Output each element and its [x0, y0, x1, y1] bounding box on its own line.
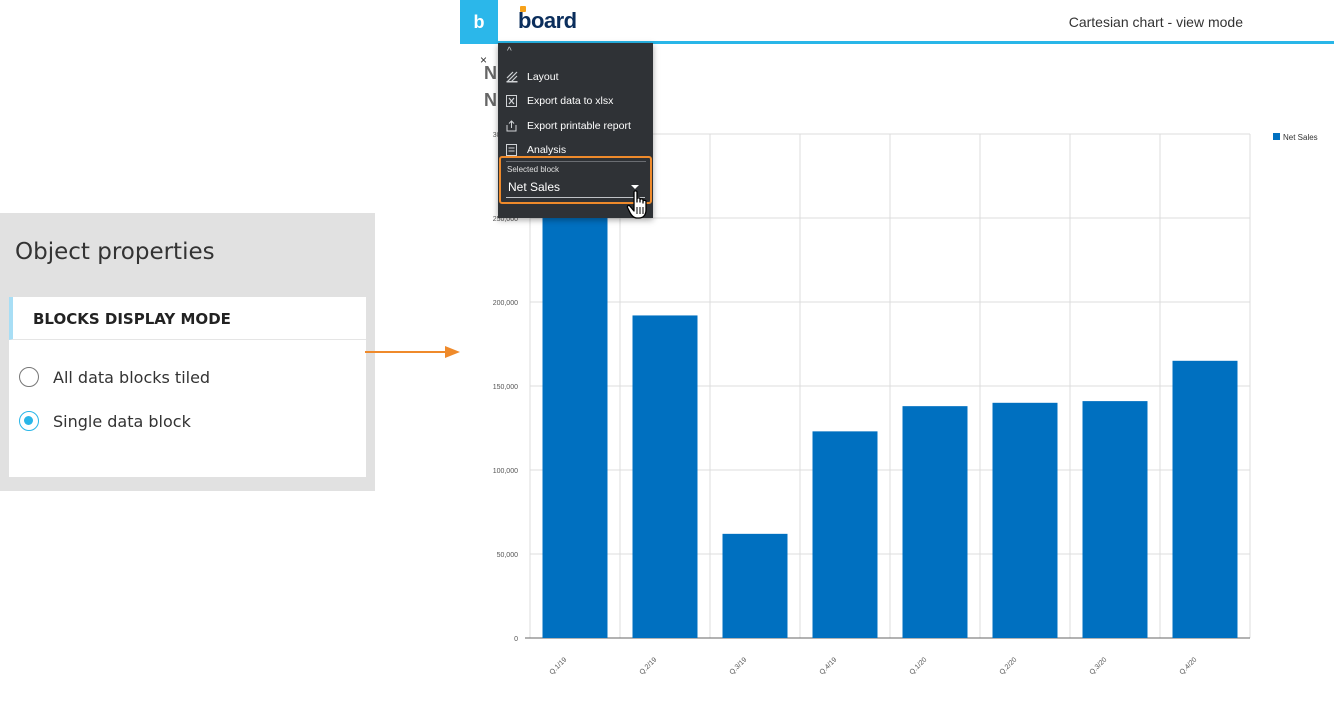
selected-block-label: Selected block: [507, 165, 560, 174]
analysis-icon: [505, 143, 518, 156]
menu-item-layout[interactable]: Layout: [505, 70, 559, 83]
object-properties-panel: Object properties BLOCKS DISPLAY MODE Al…: [0, 213, 375, 491]
menu-item-export-xlsx[interactable]: Export data to xlsx: [505, 94, 613, 107]
blocks-display-mode-card: BLOCKS DISPLAY MODE All data blocks tile…: [9, 297, 366, 477]
legend-swatch: [1273, 133, 1280, 140]
collapse-caret-icon[interactable]: ^: [507, 46, 512, 57]
y-tick-label: 50,000: [497, 552, 519, 559]
x-tick-label: Q.1/19: [549, 656, 569, 676]
option-label: Single data block: [53, 411, 191, 431]
selected-block-dropdown[interactable]: Net Sales: [506, 177, 645, 198]
option-single-data-block[interactable]: Single data block: [19, 411, 191, 431]
radio-unchecked[interactable]: [19, 367, 39, 387]
y-tick-label: 0: [514, 636, 518, 643]
bar: [1082, 401, 1148, 638]
bar: [902, 406, 968, 638]
menu-item-label: Export data to xlsx: [527, 94, 614, 107]
bar-chart: 050,000100,000150,000200,000250,000300,0…: [493, 132, 1318, 676]
layout-icon: [505, 70, 518, 83]
logo: b: [460, 0, 498, 44]
section-header: BLOCKS DISPLAY MODE: [9, 297, 366, 340]
bar: [812, 431, 878, 638]
share-icon: [505, 119, 518, 132]
bar: [542, 134, 608, 638]
selected-block-highlight: Selected block Net Sales: [499, 156, 652, 204]
x-tick-label: Q.3/19: [729, 656, 749, 676]
x-tick-label: Q.4/19: [819, 656, 839, 676]
menu-item-export-printable-report[interactable]: Export printable report: [505, 119, 631, 132]
x-tick-label: Q.1/20: [909, 656, 929, 676]
option-all-data-blocks-tiled[interactable]: All data blocks tiled: [19, 367, 210, 387]
selected-block-value: Net Sales: [508, 180, 561, 194]
context-menu: ^ Layout Export data to xlsx Export prin…: [498, 43, 653, 218]
x-tick-label: Q.3/20: [1089, 656, 1109, 676]
y-tick-label: 150,000: [493, 384, 518, 391]
hand-cursor-icon: [626, 190, 647, 219]
option-label: All data blocks tiled: [53, 367, 211, 387]
app-header: b board Cartesian chart - view mode: [460, 0, 1334, 44]
bar: [1172, 360, 1238, 638]
view-title: Cartesian chart - view mode: [1068, 14, 1243, 30]
menu-item-label: Analysis: [527, 143, 567, 156]
menu-item-label: Layout: [527, 70, 559, 83]
menu-item-label: Export printable report: [527, 119, 631, 132]
bar: [722, 533, 788, 638]
y-tick-label: 100,000: [493, 468, 518, 475]
block-title-fragment: N: [484, 63, 497, 83]
x-tick-label: Q.2/20: [999, 656, 1019, 676]
section-header-label: BLOCKS DISPLAY MODE: [33, 310, 231, 328]
menu-item-analysis[interactable]: Analysis: [505, 143, 566, 156]
panel-title: Object properties: [15, 239, 215, 265]
block-title-fragment: N: [484, 90, 497, 110]
x-tick-label: Q.4/20: [1179, 656, 1199, 676]
menu-divider: [506, 161, 646, 162]
chevron-down-icon[interactable]: [631, 185, 639, 189]
radio-checked[interactable]: [19, 411, 39, 431]
bar: [632, 315, 698, 638]
y-tick-label: 250,000: [493, 216, 518, 223]
brand-logo: board: [518, 6, 577, 33]
x-tick-label: Q.2/19: [639, 656, 659, 676]
close-icon[interactable]: ×: [480, 53, 488, 67]
y-tick-label: 200,000: [493, 300, 518, 307]
bar: [992, 402, 1058, 638]
arrow-icon: [365, 346, 460, 358]
excel-icon: [505, 94, 518, 107]
legend-label: Net Sales: [1283, 133, 1318, 142]
